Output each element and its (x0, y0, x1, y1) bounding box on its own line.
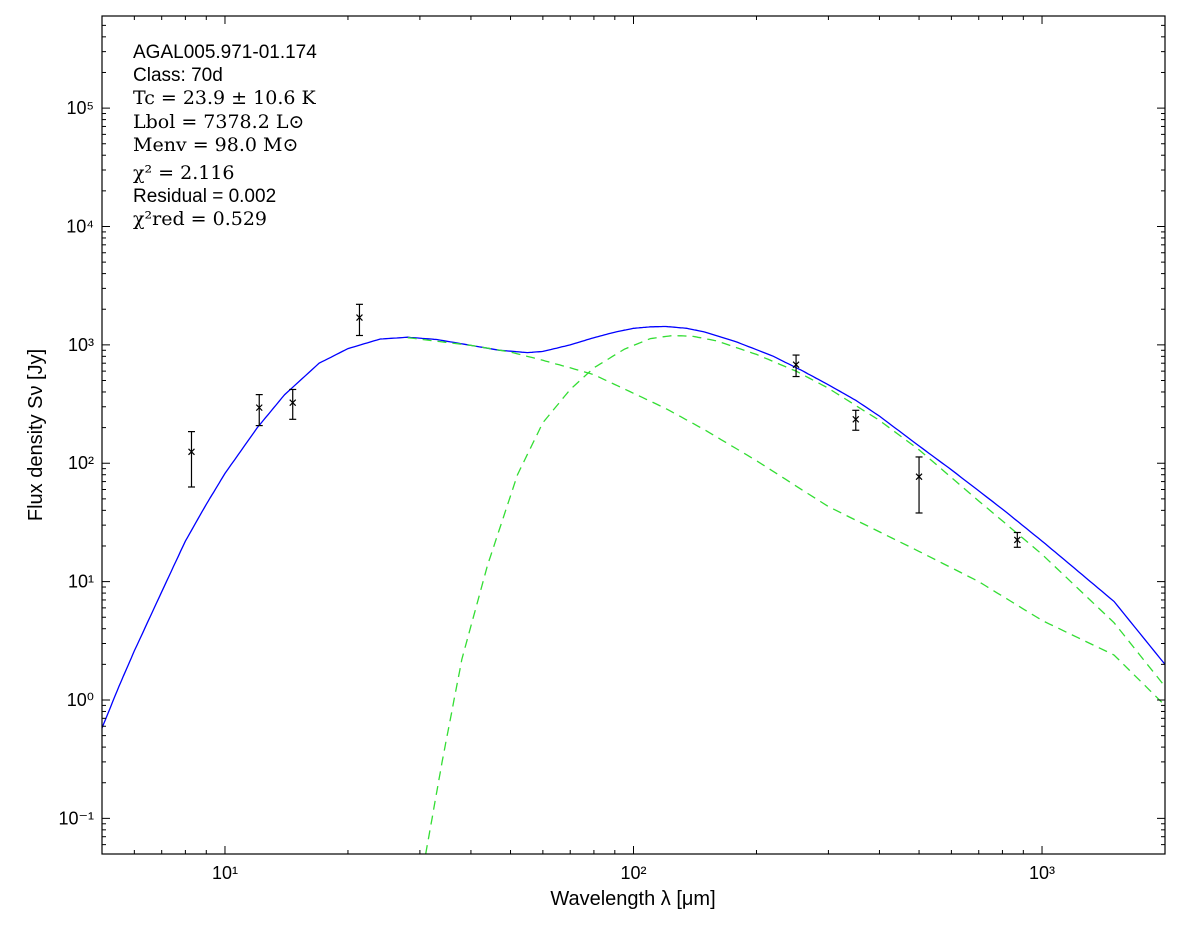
annotation-temperature: Tc = 23.9 ± 10.6 K (133, 87, 316, 109)
y-tick-label: 10² (68, 453, 94, 473)
data-point-marker (852, 415, 860, 423)
x-axis-label: Wavelength λ [μm] (550, 888, 715, 910)
fit-annotations: AGAL005.971-01.174 Class: 70d Tc = 23.9 … (133, 42, 317, 230)
data-point-marker (1013, 536, 1021, 544)
y-tick-label: 10⁰ (67, 690, 94, 710)
y-tick-label: 10³ (68, 335, 94, 355)
plot-area (102, 303, 1165, 854)
component-fit-curve-2 (407, 337, 1165, 706)
y-axis-label: Flux density Sν [Jy] (25, 349, 47, 521)
y-tick-label: 10¹ (68, 572, 94, 592)
data-point-marker (356, 314, 363, 322)
data-point-marker (915, 473, 923, 481)
annotation-envelope-mass: Menv = 98.0 M⊙ (133, 134, 298, 156)
x-tick-label: 10³ (1029, 863, 1055, 883)
component-fit-curve-3 (425, 334, 1165, 854)
plot-content (102, 303, 1165, 854)
annotation-luminosity: Lbol = 7378.2 L⊙ (133, 111, 304, 133)
annotation-chi-squared: χ² = 2.116 (133, 162, 235, 184)
data-point-marker (792, 361, 800, 369)
annotation-residual: Residual = 0.002 (133, 186, 276, 207)
y-tick-label: 10⁻¹ (58, 808, 94, 828)
annotation-reduced-chi-squared: χ²red = 0.529 (133, 208, 267, 230)
data-point-marker (289, 399, 297, 407)
data-point-marker (255, 404, 263, 412)
x-tick-label: 10² (620, 863, 646, 883)
y-tick-label: 10⁵ (67, 98, 94, 118)
data-point-marker (188, 448, 195, 456)
x-tick-label: 10¹ (212, 863, 238, 883)
total-fit-curve (102, 325, 1165, 729)
annotation-class: Class: 70d (133, 65, 223, 86)
y-tick-label: 10⁴ (66, 216, 94, 236)
axis-ticks: 10¹ 10² 10³ 10⁻¹ 10⁰ 10¹ 10² 10³ 10⁴ 10⁵ (58, 15, 1166, 883)
annotation-source-name: AGAL005.971-01.174 (133, 42, 317, 63)
